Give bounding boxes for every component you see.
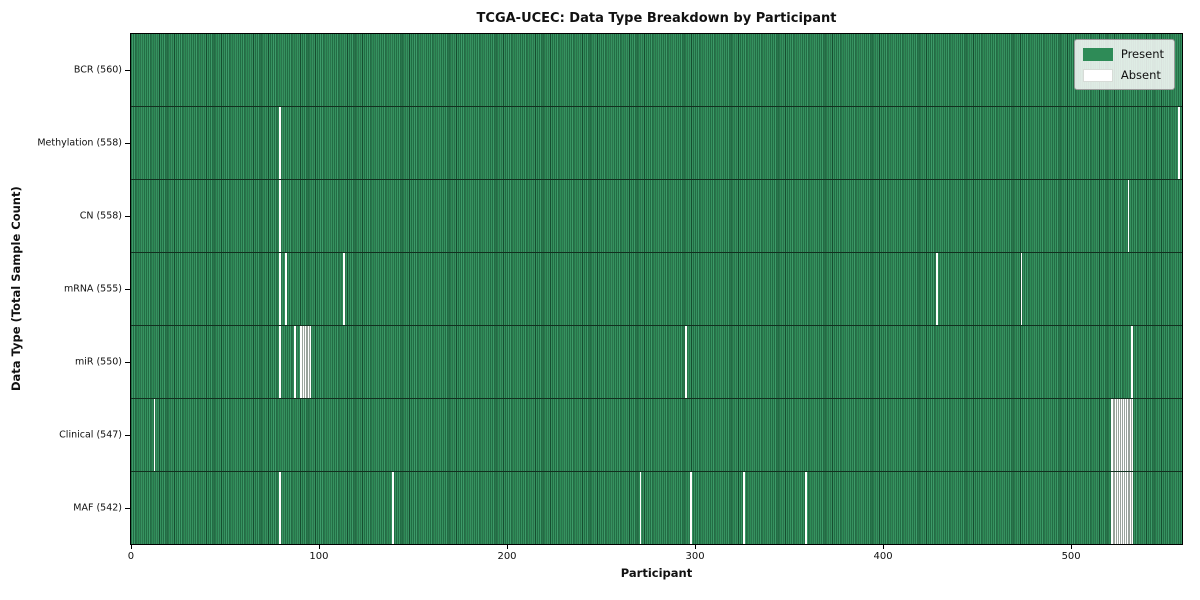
absent-stripe [1131,472,1134,544]
y-tick-label: BCR (560) [73,64,122,76]
absent-stripe [1178,107,1181,179]
absent-stripe [1121,472,1124,544]
present-swatch-icon [1082,47,1113,61]
legend-label-absent: Absent [1120,68,1161,82]
y-tick-mark [125,69,130,71]
heatmap-row-mir [131,326,1182,399]
absent-stripe [303,326,306,398]
absent-stripe [1020,253,1023,325]
x-tick-label: 400 [873,551,893,562]
absent-stripe [305,326,308,398]
x-tick-mark [883,545,885,549]
absent-stripe [1120,472,1122,544]
y-tick-label: miR (550) [74,356,122,368]
absent-stripe [1120,399,1122,471]
absent-stripe [1127,399,1130,471]
y-tick-label: mRNA (555) [63,283,122,295]
absent-stripe [301,326,304,398]
y-tick-mark [125,142,130,144]
chart-title: TCGA-UCEC: Data Type Breakdown by Partic… [476,11,837,26]
absent-stripe [309,326,312,398]
absent-stripe [1112,472,1115,544]
heatmap-row-bcr [131,34,1182,107]
absent-stripe [1110,399,1113,471]
absent-stripe [639,472,642,544]
absent-stripe [1121,399,1124,471]
x-tick-label: 0 [127,551,135,562]
absent-stripe [153,399,156,471]
absent-stripe [1123,399,1126,471]
absent-stripe [1112,399,1115,471]
absent-stripe [279,472,282,544]
x-tick-label: 100 [309,551,329,562]
x-tick-mark [695,545,697,549]
absent-stripe [1114,399,1117,471]
absent-stripe [1131,399,1134,471]
x-axis-label: Participant [620,566,693,580]
absent-stripe [1110,472,1113,544]
absent-stripe [1125,472,1128,544]
absent-stripe [936,253,939,325]
absent-stripe [1127,180,1130,252]
legend-entry-present: Present [1082,47,1164,61]
legend-label-present: Present [1120,47,1164,61]
absent-stripe [343,253,345,325]
absent-stripe [294,326,297,398]
absent-stripe [279,107,282,179]
x-tick-mark [507,545,508,549]
legend: Present Absent [1073,39,1175,90]
x-tick-label: 300 [685,551,705,562]
absent-stripe [1129,399,1132,471]
absent-stripe [1123,472,1126,544]
absent-swatch-icon [1082,68,1113,82]
absent-stripe [279,180,282,252]
absent-stripe [1116,472,1119,544]
heatmap-row-maf [131,472,1182,544]
x-tick-mark [130,545,132,549]
y-tick-label: Clinical (547) [59,429,122,441]
absent-stripe [1118,399,1121,471]
y-tick-label: MAF (542) [73,502,122,514]
heatmap-row-methylation [131,107,1182,180]
absent-stripe [279,326,282,398]
heatmap-row-cn [131,180,1182,253]
legend-entry-absent: Absent [1082,68,1164,82]
absent-stripe [684,326,687,398]
absent-stripe [279,253,282,325]
heatmap-row-clinical [131,399,1182,472]
absent-stripe [284,253,287,325]
absent-stripe [1114,472,1117,544]
absent-stripe [299,326,302,398]
y-tick-label: CN (558) [79,210,122,222]
absent-stripe [391,472,394,544]
heatmap-row-mrna [131,253,1182,326]
x-tick-mark [318,545,320,549]
absent-stripe [804,472,807,544]
y-tick-mark [125,289,130,290]
y-tick-mark [125,362,130,364]
y-tick-label: Methylation (558) [37,137,122,149]
absent-stripe [1131,326,1134,398]
absent-stripe [690,472,693,544]
plot-area: Present Absent [130,33,1183,545]
absent-stripe [742,472,745,544]
y-tick-mark [125,215,130,217]
x-tick-mark [1071,545,1073,549]
x-tick-label: 500 [1061,551,1081,562]
y-tick-mark [125,435,130,437]
absent-stripe [307,326,310,398]
y-tick-mark [125,508,130,510]
absent-stripe [1127,472,1130,544]
absent-stripe [1116,399,1119,471]
absent-stripe [1129,472,1132,544]
x-tick-label: 200 [497,551,517,562]
absent-stripe [1118,472,1121,544]
absent-stripe [1125,399,1128,471]
